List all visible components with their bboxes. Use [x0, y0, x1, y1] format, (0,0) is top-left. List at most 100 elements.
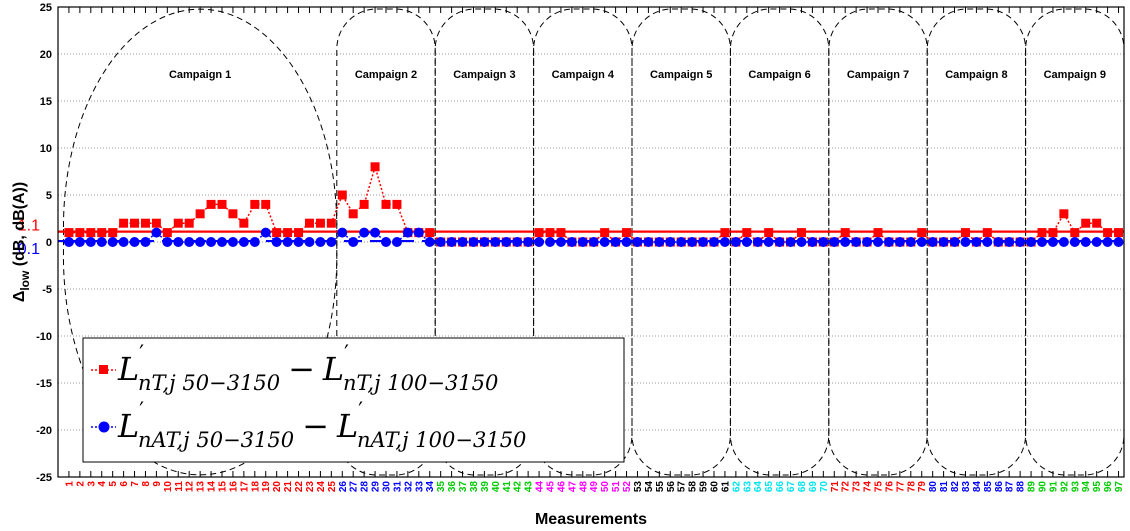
data-point-circle: [140, 237, 151, 247]
x-tick-label: 25: [327, 481, 338, 493]
data-point-circle: [1047, 237, 1058, 247]
x-axis-title: Measurements: [535, 511, 647, 528]
campaign-label: Campaign 8: [945, 69, 1007, 81]
x-tick-label: 78: [906, 481, 917, 493]
x-tick-label: 20: [272, 481, 283, 493]
x-tick-label: 15: [218, 481, 229, 493]
data-point-circle: [96, 237, 107, 247]
data-point-circle: [315, 237, 326, 247]
data-point-circle: [643, 237, 654, 247]
data-point-circle: [741, 237, 752, 247]
x-tick-label: 79: [917, 481, 928, 493]
data-point-square: [720, 228, 730, 238]
x-tick-label: 91: [1048, 481, 1059, 493]
data-point-circle: [63, 237, 74, 247]
x-tick-label: 4: [97, 481, 108, 487]
campaign-label: Campaign 3: [453, 69, 515, 81]
data-point-circle: [217, 237, 227, 247]
data-point-circle: [654, 237, 665, 247]
campaign-label: Campaign 1: [169, 69, 231, 81]
data-point-square: [217, 199, 227, 209]
data-point-circle: [129, 237, 140, 247]
data-point-circle: [391, 237, 402, 247]
y-tick-label: -25: [36, 472, 52, 484]
x-tick-label: 71: [830, 481, 841, 493]
data-point-circle: [162, 237, 173, 247]
data-point-circle: [348, 237, 359, 247]
x-tick-label: 54: [644, 481, 655, 493]
x-tick-label: 56: [666, 481, 677, 493]
data-point-square: [304, 218, 314, 228]
x-tick-label: 82: [950, 481, 961, 493]
campaign-label: Campaign 2: [355, 69, 417, 81]
data-point-square: [228, 209, 238, 219]
data-point-circle: [698, 237, 709, 247]
x-tick-label: 75: [874, 481, 885, 493]
data-point-square: [162, 228, 172, 238]
data-point-circle: [1026, 237, 1037, 247]
data-point-circle: [632, 237, 643, 247]
x-tick-label: 23: [305, 481, 316, 493]
x-tick-label: 86: [994, 481, 1005, 493]
data-point-circle: [883, 237, 894, 247]
data-point-circle: [1102, 237, 1113, 247]
data-point-circle: [1015, 237, 1026, 247]
campaign-label: Campaign 7: [847, 69, 909, 81]
x-tick-label: 45: [546, 481, 557, 493]
x-tick-label: 97: [1114, 481, 1125, 493]
x-axis-ticks: 1 2 3 4 5 6 7 8 9 10 11 12 13 14 15 16 17 18 19 20 21 22 23 24 2…: [64, 7, 1125, 492]
data-point-circle: [676, 237, 687, 247]
x-tick-label: 69: [808, 481, 819, 493]
data-point-circle: [730, 237, 741, 247]
campaign-label: Campaign 5: [650, 69, 712, 81]
data-point-circle: [381, 237, 391, 247]
x-tick-label: 7: [130, 481, 141, 487]
x-tick-label: 36: [447, 481, 458, 493]
data-point-square: [1037, 228, 1047, 238]
y-tick-label: -5: [42, 284, 52, 296]
data-point-circle: [424, 237, 435, 247]
data-point-circle: [862, 237, 873, 247]
y-axis-title-units: (dB, dB(A)): [11, 182, 28, 271]
data-point-square: [381, 199, 391, 209]
x-tick-label: 13: [196, 481, 207, 493]
data-point-square: [64, 228, 74, 238]
y-tick-label: -15: [36, 378, 52, 390]
data-point-circle: [523, 237, 534, 247]
data-point-square: [239, 218, 249, 228]
x-tick-label: 39: [480, 481, 491, 493]
data-point-circle: [238, 237, 249, 247]
data-point-circle: [1113, 237, 1124, 247]
x-tick-label: 2: [75, 481, 86, 487]
x-tick-label: 50: [600, 481, 611, 493]
data-point-square: [250, 199, 260, 209]
y-tick-label: -20: [36, 425, 52, 437]
data-point-square: [206, 199, 216, 209]
y-tick-label: -10: [36, 331, 52, 343]
x-tick-label: 96: [1103, 481, 1114, 493]
legend-entry-2: L′ nAT,j 50−3150− L′ nAT,j 100−3150: [91, 398, 526, 452]
data-point-circle: [173, 237, 184, 247]
data-point-circle: [151, 227, 162, 238]
y-axis-ticks: -25 -20 -15 -10 -5 0 5 10 15 20 25: [36, 2, 52, 484]
data-point-circle: [85, 237, 96, 247]
data-point-circle: [74, 237, 85, 247]
x-tick-label: 28: [360, 481, 371, 493]
data-point-square: [359, 199, 369, 209]
data-point-square: [1114, 228, 1124, 238]
x-tick-label: 12: [185, 481, 196, 493]
data-point-square: [425, 228, 435, 238]
x-tick-label: 30: [382, 481, 393, 493]
data-point-circle: [512, 237, 523, 247]
data-point-circle: [709, 237, 719, 247]
data-point-circle: [687, 237, 698, 247]
x-tick-label: 93: [1070, 481, 1081, 493]
x-tick-label: 57: [677, 481, 688, 493]
data-point-circle: [227, 237, 238, 247]
x-tick-label: 74: [863, 481, 874, 493]
data-point-circle: [359, 227, 370, 238]
x-tick-label: 63: [742, 481, 753, 493]
data-point-circle: [402, 227, 413, 238]
legend: L′ nT,j 50−3150− L′ nT,j 100−3150 L′ nAT,j 5…: [82, 337, 625, 463]
x-tick-label: 59: [699, 481, 710, 493]
